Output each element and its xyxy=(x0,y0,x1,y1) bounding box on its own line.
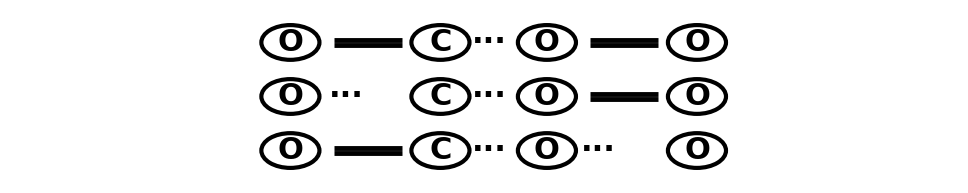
Ellipse shape xyxy=(518,133,576,168)
Ellipse shape xyxy=(261,79,319,114)
Text: O: O xyxy=(684,136,710,165)
Text: C: C xyxy=(429,28,452,57)
Ellipse shape xyxy=(261,133,319,168)
Text: O: O xyxy=(534,82,560,111)
Text: ···: ··· xyxy=(581,136,616,165)
Text: ···: ··· xyxy=(471,82,506,111)
Ellipse shape xyxy=(411,133,469,168)
Text: O: O xyxy=(278,136,303,165)
Ellipse shape xyxy=(518,79,576,114)
Ellipse shape xyxy=(411,79,469,114)
Text: ···: ··· xyxy=(471,28,506,57)
Text: ···: ··· xyxy=(471,136,506,165)
Text: O: O xyxy=(684,82,710,111)
Text: C: C xyxy=(429,82,452,111)
Ellipse shape xyxy=(668,133,726,168)
Ellipse shape xyxy=(668,79,726,114)
Text: O: O xyxy=(534,136,560,165)
Ellipse shape xyxy=(668,25,726,60)
Text: ···: ··· xyxy=(329,82,364,111)
Ellipse shape xyxy=(261,25,319,60)
Text: O: O xyxy=(534,28,560,57)
Text: O: O xyxy=(278,28,303,57)
Ellipse shape xyxy=(518,25,576,60)
Text: C: C xyxy=(429,136,452,165)
Text: O: O xyxy=(278,82,303,111)
Text: O: O xyxy=(684,28,710,57)
Ellipse shape xyxy=(411,25,469,60)
